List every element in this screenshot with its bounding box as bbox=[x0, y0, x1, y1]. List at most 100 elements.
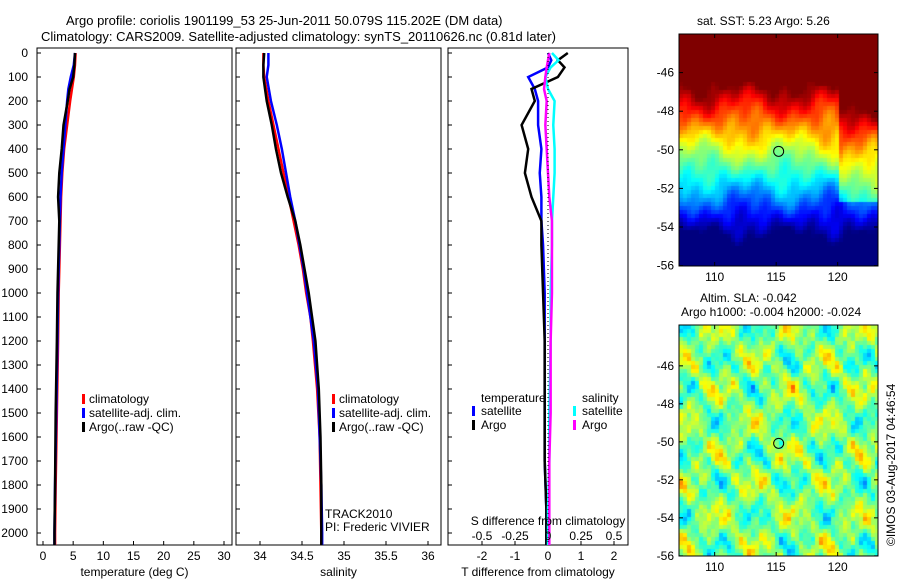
title-line2: Climatology: CARS2009. Satellite-adjuste… bbox=[41, 29, 556, 44]
y-tick-label: 1200 bbox=[1, 334, 28, 348]
legend-swatch bbox=[82, 408, 85, 418]
y-tick-label: 500 bbox=[8, 166, 28, 180]
x-tick-label: 2 bbox=[611, 549, 618, 563]
legend-swatch bbox=[332, 394, 335, 404]
map-x-tick-label: 115 bbox=[767, 560, 786, 574]
x-tick-label: 25 bbox=[187, 549, 201, 563]
legend-label: satellite bbox=[582, 404, 623, 418]
y-tick-label: 800 bbox=[8, 238, 28, 252]
map-x-tick-label: 110 bbox=[705, 270, 724, 284]
map-frame bbox=[678, 324, 879, 557]
x-tick-label: 5 bbox=[70, 549, 77, 563]
map-x-tick-label: 110 bbox=[705, 560, 724, 574]
sst-map-title: sat. SST: 5.23 Argo: 5.26 bbox=[697, 14, 830, 28]
x-tick-label: 36 bbox=[421, 549, 435, 563]
map-y-tick-label: -54 bbox=[657, 220, 675, 234]
legend-title-temperature: temperature bbox=[481, 391, 546, 405]
x-tick-label: 20 bbox=[157, 549, 171, 563]
map-y-tick-label: -56 bbox=[657, 549, 675, 563]
x-tick-label: 35 bbox=[337, 549, 351, 563]
map-y-tick-label: -46 bbox=[657, 359, 675, 373]
sla-map-title-1: Altim. SLA: -0.042 bbox=[700, 291, 797, 305]
legend-label: climatology bbox=[339, 392, 399, 406]
plot-frame-2 bbox=[447, 47, 629, 546]
map-x-tick-label: 120 bbox=[828, 270, 848, 284]
y-tick-label: 1400 bbox=[1, 382, 28, 396]
map-y-tick-label: -48 bbox=[657, 104, 675, 118]
map-x-tick-label: 120 bbox=[828, 560, 848, 574]
legend-swatch bbox=[472, 406, 475, 416]
legend-swatch bbox=[82, 394, 85, 404]
title-line1: Argo profile: coriolis 1901199_53 25-Jun… bbox=[66, 13, 503, 28]
x-tick-label: -2 bbox=[477, 549, 488, 563]
map-x-tick-label: 115 bbox=[767, 270, 786, 284]
x-axis-label: T difference from climatology bbox=[461, 565, 615, 579]
s-tick-label: 0.5 bbox=[606, 529, 623, 543]
s-tick-label: 0 bbox=[545, 529, 552, 543]
series-line-s-argo bbox=[542, 52, 554, 545]
legend-swatch bbox=[332, 422, 335, 432]
x-tick-label: 34 bbox=[253, 549, 267, 563]
legend-label: Argo(..raw -QC) bbox=[339, 420, 424, 434]
sst-map bbox=[679, 34, 878, 266]
y-tick-label: 1300 bbox=[1, 358, 28, 372]
s-tick-label: -0.25 bbox=[501, 529, 529, 543]
y-tick-label: 1600 bbox=[1, 430, 28, 444]
x-tick-label: 10 bbox=[97, 549, 111, 563]
legend-label: Argo bbox=[582, 418, 608, 432]
legend-swatch bbox=[472, 420, 475, 430]
argo-location-marker bbox=[773, 437, 785, 449]
x-axis-label: salinity bbox=[320, 565, 357, 579]
s-tick-label: -0.5 bbox=[472, 529, 493, 543]
map-y-tick-label: -50 bbox=[657, 435, 675, 449]
legend-label: climatology bbox=[89, 392, 149, 406]
legend-swatch bbox=[573, 406, 576, 416]
y-tick-label: 1500 bbox=[1, 406, 28, 420]
map-frame bbox=[678, 33, 879, 267]
map-y-tick-label: -56 bbox=[657, 259, 675, 273]
y-tick-label: 1800 bbox=[1, 478, 28, 492]
y-tick-label: 900 bbox=[8, 262, 28, 276]
sla-map-title-2: Argo h1000: -0.004 h2000: -0.024 bbox=[681, 305, 862, 319]
x-tick-label: 0 bbox=[40, 549, 47, 563]
x-tick-label: -1 bbox=[510, 549, 521, 563]
legend-label: satellite bbox=[481, 404, 522, 418]
y-tick-label: 300 bbox=[8, 118, 28, 132]
argo-location-marker bbox=[773, 145, 785, 157]
map-y-tick-label: -50 bbox=[657, 143, 675, 157]
y-tick-label: 700 bbox=[8, 214, 28, 228]
y-tick-label: 600 bbox=[8, 190, 28, 204]
series-line-argo-raw-qc- bbox=[262, 52, 323, 545]
x-tick-label: 15 bbox=[127, 549, 141, 563]
y-tick-label: 1700 bbox=[1, 454, 28, 468]
map-y-tick-label: -52 bbox=[657, 181, 675, 195]
x-axis-label: temperature (deg C) bbox=[80, 565, 188, 579]
y-tick-label: 1000 bbox=[1, 286, 28, 300]
y-tick-label: 100 bbox=[8, 70, 28, 84]
credit-text: ©IMOS 03-Aug-2017 04:46:54 bbox=[884, 383, 898, 546]
plot-frame-0 bbox=[36, 47, 233, 546]
legend-label: Argo bbox=[481, 418, 507, 432]
sla-map bbox=[679, 325, 878, 556]
y-tick-label: 0 bbox=[21, 46, 28, 60]
x-tick-label: 1 bbox=[578, 549, 585, 563]
y-tick-label: 1100 bbox=[2, 310, 28, 324]
s-tick-label: 0.25 bbox=[569, 529, 593, 543]
x-tick-label: 35.5 bbox=[374, 549, 398, 563]
legend-label: Argo(..raw -QC) bbox=[89, 420, 174, 434]
map-y-tick-label: -54 bbox=[657, 511, 675, 525]
legend-label: satellite-adj. clim. bbox=[339, 406, 431, 420]
legend-title-salinity: salinity bbox=[582, 391, 619, 405]
track-annotation: TRACK2010 bbox=[325, 507, 393, 521]
series-line-t-argo bbox=[520, 51, 569, 545]
y-tick-label: 400 bbox=[8, 142, 28, 156]
legend-label: satellite-adj. clim. bbox=[89, 406, 181, 420]
legend-swatch bbox=[573, 420, 576, 430]
map-y-tick-label: -52 bbox=[657, 473, 675, 487]
x-tick-label: 34.5 bbox=[290, 549, 314, 563]
y-tick-label: 2000 bbox=[1, 526, 28, 540]
map-y-tick-label: -46 bbox=[657, 66, 675, 80]
y-tick-label: 1900 bbox=[1, 502, 28, 516]
